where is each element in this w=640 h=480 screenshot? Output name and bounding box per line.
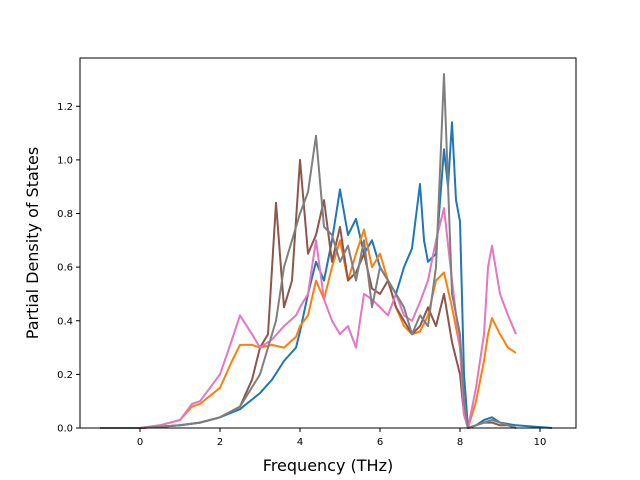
axes-frame (79, 57, 577, 429)
x-ticks: 0 2 4 6 8 10 (137, 428, 547, 448)
y-tick-label: 0.2 (57, 370, 73, 381)
x-tick-label: 8 (457, 437, 463, 448)
x-tick-label: 2 (217, 437, 223, 448)
x-axis-label: Frequency (THz) (263, 456, 393, 475)
plot-area (79, 57, 577, 429)
y-tick-label: 1.2 (57, 102, 73, 113)
y-tick-label: 0.8 (57, 209, 73, 220)
x-tick-label: 6 (377, 437, 383, 448)
y-tick-label: 0.0 (57, 424, 73, 435)
y-ticks: 0.0 0.2 0.4 0.6 0.8 1.0 1.2 (57, 102, 80, 435)
axes-background (80, 58, 576, 428)
y-axis-label: Partial Density of States (23, 147, 42, 339)
y-tick-label: 0.4 (57, 316, 73, 327)
x-tick-label: 0 (137, 437, 143, 448)
x-tick-label: 10 (534, 437, 547, 448)
series-line-5 (100, 73, 517, 429)
series-layer (100, 73, 553, 429)
y-tick-label: 0.6 (57, 263, 73, 274)
x-tick-label: 4 (297, 437, 303, 448)
y-tick-label: 1.0 (57, 155, 73, 166)
